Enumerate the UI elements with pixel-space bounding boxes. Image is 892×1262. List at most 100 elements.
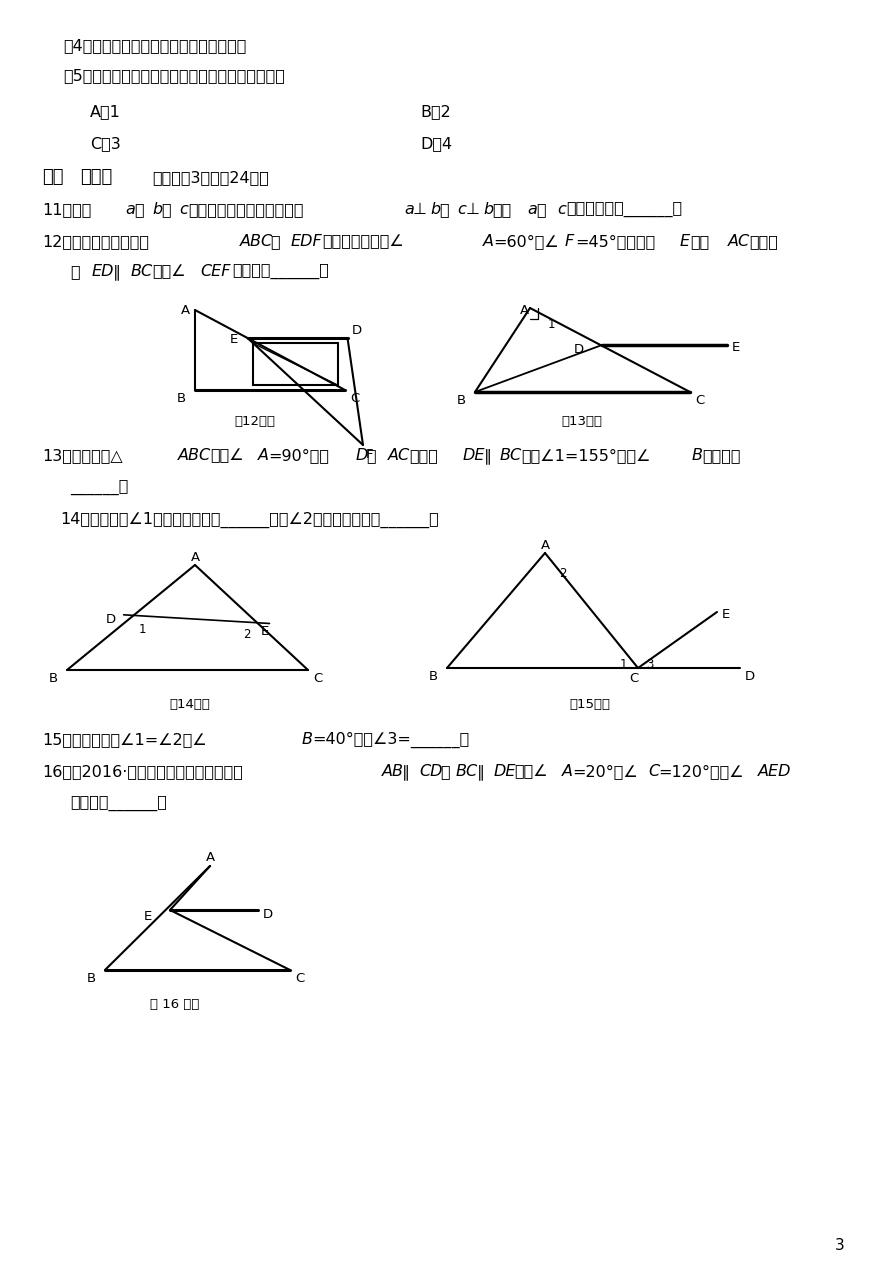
Text: D: D: [745, 670, 756, 683]
Text: ，: ，: [440, 764, 450, 779]
Text: 的位置关系是______．: 的位置关系是______．: [566, 202, 682, 217]
Text: 填空题: 填空题: [80, 168, 112, 186]
Text: D: D: [263, 907, 273, 921]
Text: ，: ，: [161, 202, 170, 217]
Text: ∥: ∥: [113, 264, 121, 280]
Text: C: C: [630, 671, 639, 685]
Text: B: B: [429, 670, 438, 683]
Text: A: A: [205, 851, 215, 864]
Bar: [252, 343, 337, 385]
Text: 边上，: 边上，: [749, 233, 778, 249]
Text: A: A: [541, 539, 549, 551]
Text: a: a: [527, 202, 537, 217]
Text: 3: 3: [835, 1238, 845, 1253]
Text: （5）如果两个锐角相等，那么它们的余角也相等．: （5）如果两个锐角相等，那么它们的余角也相等．: [63, 68, 285, 83]
Text: ED: ED: [92, 264, 114, 279]
Text: c: c: [179, 202, 187, 217]
Text: ，则: ，则: [492, 202, 511, 217]
Text: CD: CD: [419, 764, 442, 779]
Text: 2: 2: [244, 627, 251, 641]
Text: 二、: 二、: [42, 168, 63, 186]
Text: AC: AC: [388, 448, 410, 463]
Text: DE: DE: [494, 764, 516, 779]
Text: 2: 2: [559, 567, 566, 581]
Text: B: B: [177, 392, 186, 405]
Text: B．2: B．2: [420, 103, 450, 119]
Text: EDF: EDF: [291, 233, 323, 249]
Text: A．1: A．1: [90, 103, 121, 119]
Text: ∥: ∥: [477, 764, 485, 780]
Text: B: B: [302, 732, 313, 747]
Text: 15．如图，已知∠1=∠2，∠: 15．如图，已知∠1=∠2，∠: [42, 732, 207, 747]
Text: B: B: [49, 671, 58, 685]
Text: 落在: 落在: [690, 233, 709, 249]
Text: C: C: [648, 764, 659, 779]
Text: 1: 1: [620, 658, 627, 671]
Text: 和: 和: [270, 233, 279, 249]
Text: ⊥: ⊥: [413, 202, 427, 217]
Text: ，则∠: ，则∠: [152, 264, 186, 279]
Text: b: b: [483, 202, 493, 217]
Text: 第14题图: 第14题图: [169, 698, 211, 711]
Text: c: c: [557, 202, 566, 217]
Text: 如图放置（其中∠: 如图放置（其中∠: [322, 233, 404, 249]
Text: E: E: [732, 341, 740, 355]
Text: A: A: [562, 764, 573, 779]
Text: 第13题图: 第13题图: [561, 415, 602, 428]
Text: ，: ，: [439, 202, 449, 217]
Text: A: A: [520, 304, 529, 317]
Text: C: C: [313, 671, 322, 685]
Text: a: a: [125, 202, 135, 217]
Text: 边上，: 边上，: [409, 448, 438, 463]
Text: C: C: [350, 392, 359, 405]
Text: D: D: [356, 448, 368, 463]
Text: =20°，∠: =20°，∠: [572, 764, 638, 779]
Text: AED: AED: [758, 764, 791, 779]
Text: 的度数为______．: 的度数为______．: [232, 264, 329, 279]
Text: E: E: [722, 608, 731, 621]
Text: 13．如图，在△: 13．如图，在△: [42, 448, 122, 463]
Text: E: E: [229, 333, 238, 346]
Text: 1: 1: [138, 623, 146, 636]
Text: ∥: ∥: [484, 448, 492, 463]
Text: 的度数是______．: 的度数是______．: [70, 796, 167, 811]
Text: A: A: [181, 304, 190, 317]
Text: 第15题图: 第15题图: [569, 698, 610, 711]
Text: CEF: CEF: [200, 264, 230, 279]
Text: b: b: [430, 202, 440, 217]
Text: =120°，则∠: =120°，则∠: [658, 764, 744, 779]
Text: 11．已知: 11．已知: [42, 202, 91, 217]
Text: C: C: [295, 972, 304, 986]
Text: 第12题图: 第12题图: [235, 415, 276, 428]
Text: BC: BC: [456, 764, 478, 779]
Text: A: A: [483, 233, 494, 249]
Text: A: A: [258, 448, 269, 463]
Text: B: B: [457, 394, 467, 408]
Text: （每小题3分，共24分）: （每小题3分，共24分）: [152, 170, 268, 186]
Text: 14．如图，与∠1构成同位角的是______，与∠2构成内错角的是______．: 14．如图，与∠1构成同位角的是______，与∠2构成内错角的是______．: [60, 512, 439, 529]
Text: ______．: ______．: [70, 480, 128, 495]
Text: F: F: [366, 448, 374, 461]
Text: 第 16 题图: 第 16 题图: [150, 998, 200, 1011]
Text: B: B: [87, 972, 96, 986]
Text: ∥: ∥: [402, 764, 410, 780]
Text: =45°），使点: =45°），使点: [575, 233, 656, 249]
Text: ABC: ABC: [240, 233, 273, 249]
Text: A: A: [190, 551, 200, 564]
Text: E: E: [261, 625, 269, 637]
Text: =60°，∠: =60°，∠: [493, 233, 558, 249]
Text: B: B: [692, 448, 703, 463]
Text: b: b: [152, 202, 162, 217]
Text: F: F: [565, 233, 574, 249]
Text: DE: DE: [463, 448, 485, 463]
Text: C: C: [695, 394, 705, 408]
Text: AB: AB: [382, 764, 404, 779]
Text: =40°，则∠3=______．: =40°，则∠3=______．: [312, 732, 469, 748]
Text: BC: BC: [500, 448, 522, 463]
Text: 且: 且: [70, 264, 79, 279]
Text: ABC: ABC: [178, 448, 211, 463]
Text: 的度数为: 的度数为: [702, 448, 740, 463]
Text: a: a: [404, 202, 414, 217]
Text: D: D: [105, 613, 116, 626]
Text: E: E: [144, 910, 152, 923]
